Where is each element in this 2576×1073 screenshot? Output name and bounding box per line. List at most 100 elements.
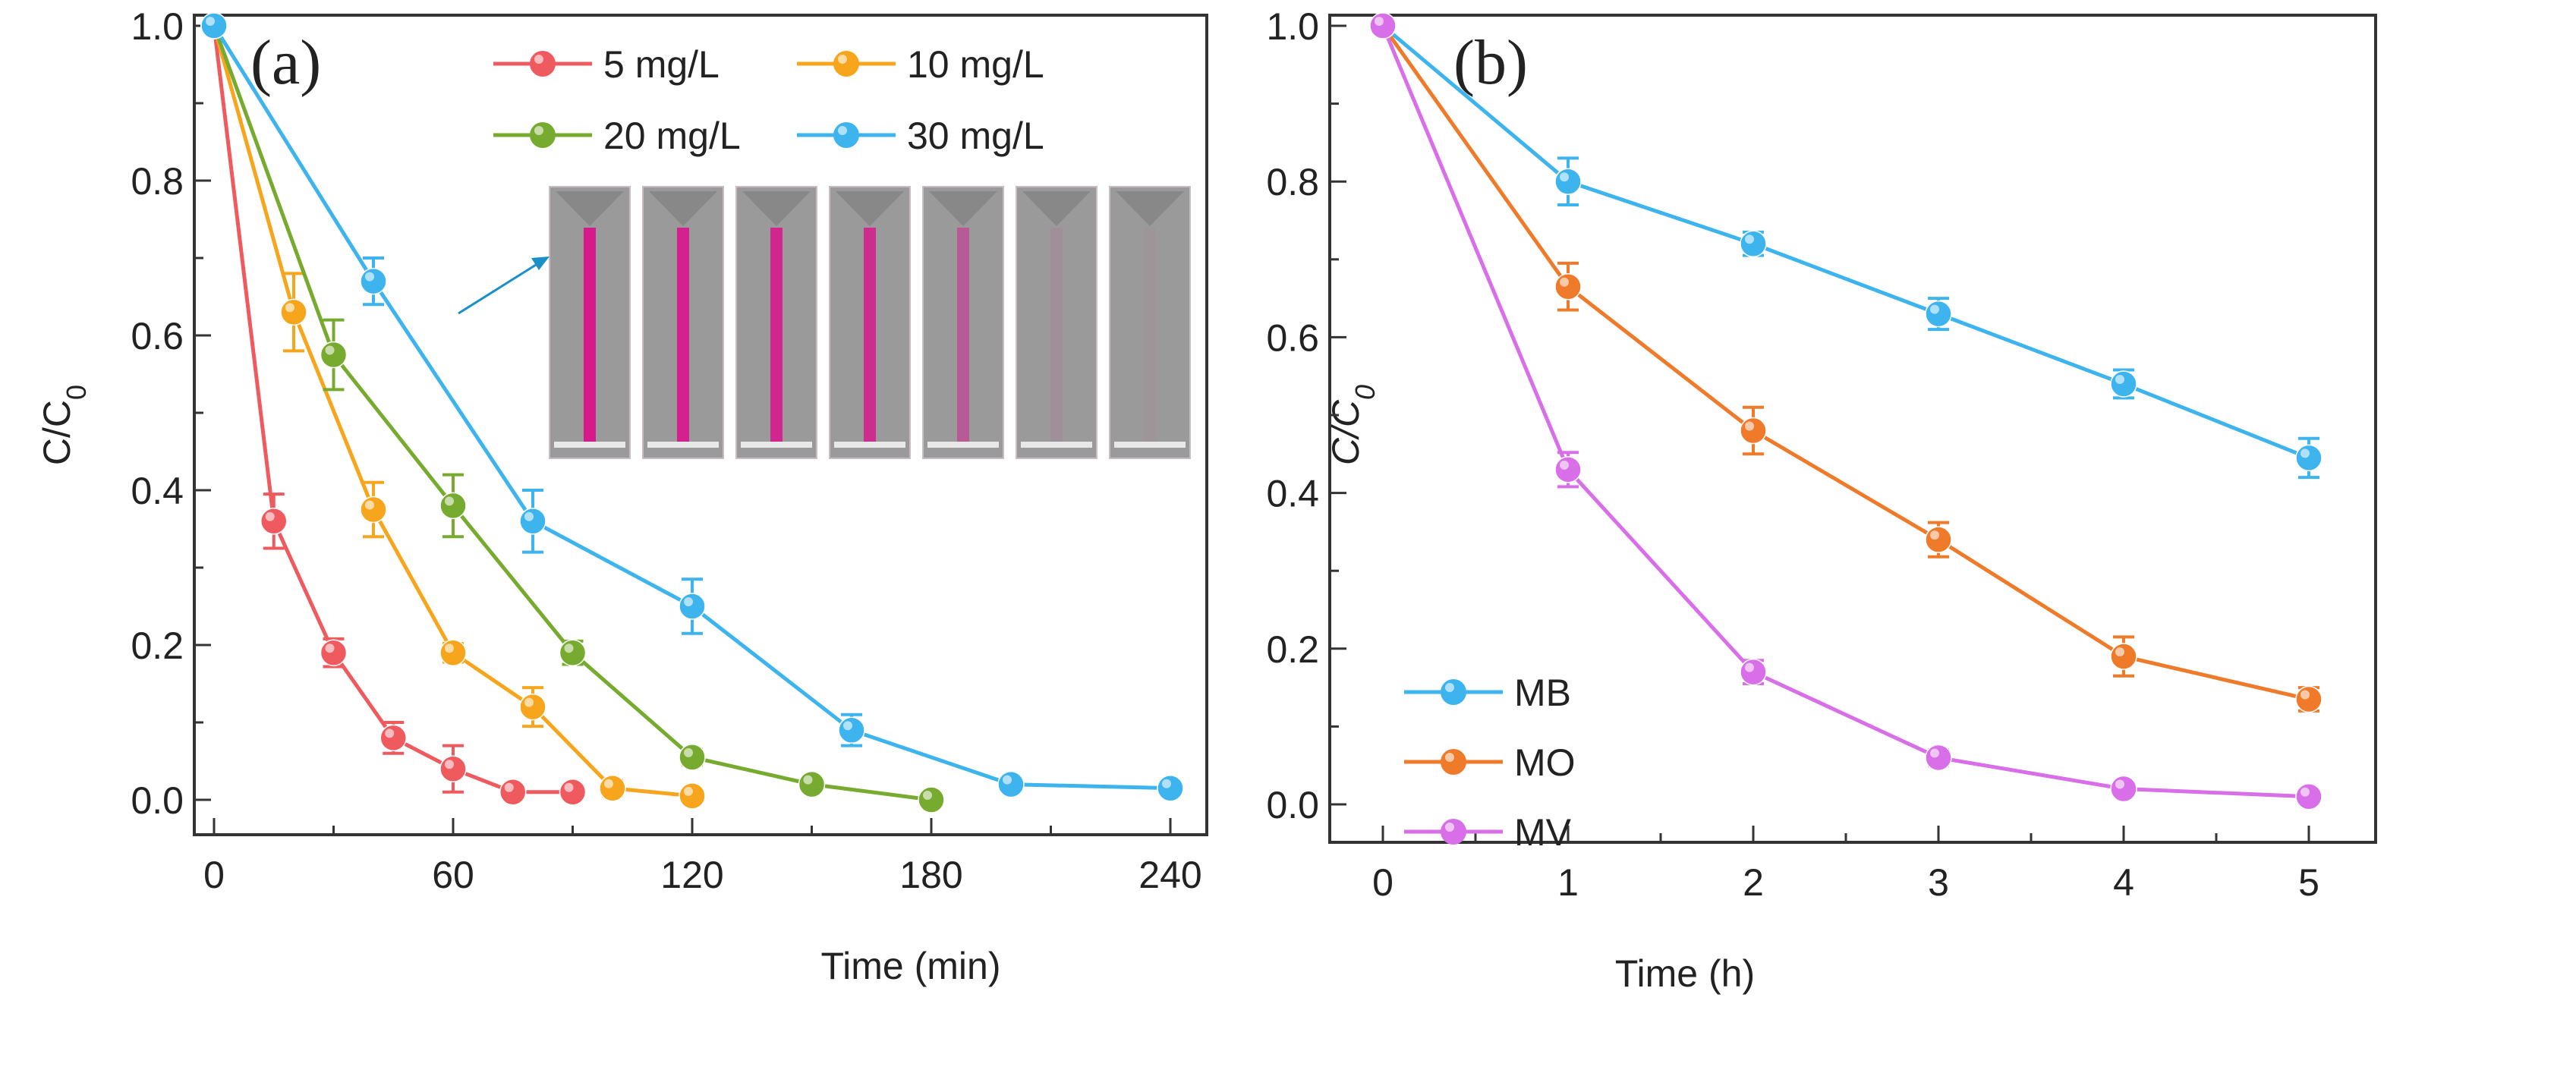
data-point-highlight bbox=[1560, 460, 1569, 470]
legend-marker bbox=[833, 51, 859, 77]
legend-marker bbox=[1441, 679, 1466, 705]
y-tick-label: 0.2 bbox=[1266, 628, 1319, 671]
panel-b-ylabel: C/C0 bbox=[1324, 385, 1381, 465]
data-point bbox=[918, 786, 945, 813]
y-tick-label: 1.0 bbox=[1266, 5, 1319, 48]
x-tick-label: 5 bbox=[2298, 861, 2319, 904]
legend-marker-highlight bbox=[534, 55, 543, 64]
y-tick-label: 1.0 bbox=[131, 5, 184, 48]
x-tick-label: 120 bbox=[660, 854, 723, 896]
cuvette-base bbox=[554, 442, 625, 448]
legend-item: 30 mg/L bbox=[797, 115, 1044, 157]
dye-column bbox=[677, 228, 689, 444]
data-point bbox=[679, 782, 706, 810]
data-point-highlight bbox=[206, 17, 215, 26]
dye-column bbox=[864, 228, 876, 444]
data-point-highlight bbox=[325, 345, 335, 355]
data-point-highlight bbox=[445, 643, 454, 653]
data-point-highlight bbox=[1003, 775, 1012, 785]
y-tick-label: 0.0 bbox=[1266, 784, 1319, 826]
cuvette-base bbox=[834, 442, 905, 448]
data-point-highlight bbox=[325, 643, 335, 653]
data-point bbox=[1369, 12, 1397, 39]
x-tick-label: 3 bbox=[1928, 861, 1949, 904]
legend-marker-highlight bbox=[838, 55, 847, 64]
legend-label: 5 mg/L bbox=[603, 43, 720, 86]
data-point bbox=[320, 639, 348, 666]
data-point bbox=[1554, 272, 1582, 301]
cuvette-top bbox=[929, 191, 997, 226]
plot-frame bbox=[193, 14, 1208, 836]
inset-arrow bbox=[458, 260, 543, 315]
data-point-highlight bbox=[1745, 662, 1754, 672]
data-point bbox=[439, 639, 467, 666]
panel-a: (a) Time (min) C/C0 0 60 120 180 240 0.0 0.2 0.… bbox=[36, 5, 1208, 987]
data-point-highlight bbox=[504, 782, 514, 792]
cuvette-base bbox=[741, 442, 812, 448]
panel-b-label: (b) bbox=[1453, 27, 1528, 98]
data-point-highlight bbox=[365, 272, 374, 282]
series-mv bbox=[1369, 12, 2322, 810]
data-point bbox=[2295, 444, 2322, 472]
data-point-highlight bbox=[923, 791, 932, 800]
legend-item: MB bbox=[1404, 672, 1571, 714]
x-tick-label: 2 bbox=[1743, 861, 1764, 904]
data-point bbox=[1925, 744, 1952, 772]
x-tick-label: 60 bbox=[432, 854, 474, 896]
data-point-highlight bbox=[564, 782, 574, 792]
data-point-highlight bbox=[1560, 277, 1569, 287]
dye-column bbox=[1144, 228, 1156, 444]
data-point bbox=[559, 639, 587, 666]
data-point-highlight bbox=[2300, 690, 2310, 700]
data-point-highlight bbox=[2115, 779, 2124, 789]
data-point bbox=[679, 744, 706, 771]
legend-marker-highlight bbox=[838, 126, 847, 135]
legend-item: MO bbox=[1404, 741, 1576, 784]
cuvette-top bbox=[1116, 191, 1184, 226]
legend-label: 20 mg/L bbox=[603, 115, 741, 157]
data-point bbox=[280, 298, 307, 326]
y-tick-label: 0.6 bbox=[1266, 316, 1319, 359]
data-point bbox=[1554, 456, 1582, 483]
x-tick-label: 0 bbox=[203, 854, 225, 896]
cuvette-base bbox=[927, 442, 999, 448]
data-point-highlight bbox=[285, 303, 294, 313]
data-point-highlight bbox=[684, 747, 693, 757]
legend-marker-highlight bbox=[1445, 753, 1454, 762]
data-point-highlight bbox=[1930, 530, 1939, 540]
x-tick-label: 240 bbox=[1138, 854, 1201, 896]
data-point bbox=[519, 508, 546, 535]
data-point bbox=[439, 755, 467, 782]
series-mo bbox=[1369, 12, 2322, 713]
data-point-highlight bbox=[524, 697, 534, 707]
legend-label: MB bbox=[1514, 672, 1571, 714]
cuvette bbox=[1016, 186, 1097, 459]
cuvette-top bbox=[556, 191, 624, 226]
series-10-mg-l bbox=[200, 12, 706, 810]
data-point bbox=[679, 593, 706, 620]
panel-a-xlabel: Time (min) bbox=[820, 945, 1000, 987]
data-point bbox=[499, 779, 527, 806]
data-point bbox=[379, 724, 407, 752]
cuvette-top bbox=[649, 191, 717, 226]
series-30-mg-l bbox=[200, 12, 1184, 802]
legend-marker bbox=[1441, 819, 1466, 845]
x-tick-label: 180 bbox=[899, 854, 962, 896]
data-point-highlight bbox=[1930, 748, 1939, 758]
legend-marker bbox=[833, 122, 859, 148]
data-point-highlight bbox=[684, 597, 693, 606]
plot-frame bbox=[1328, 14, 2377, 844]
data-point bbox=[599, 774, 626, 802]
data-point bbox=[2295, 782, 2322, 810]
data-point bbox=[1925, 300, 1952, 328]
cuvette-photo-inset bbox=[549, 186, 1191, 459]
legend-marker bbox=[530, 122, 556, 148]
data-point bbox=[1740, 658, 1767, 686]
data-point bbox=[798, 770, 826, 798]
data-point bbox=[1740, 417, 1767, 445]
data-point bbox=[1925, 526, 1952, 553]
data-point-highlight bbox=[1162, 779, 1171, 788]
panel-a-ylabel: C/C0 bbox=[36, 385, 92, 465]
